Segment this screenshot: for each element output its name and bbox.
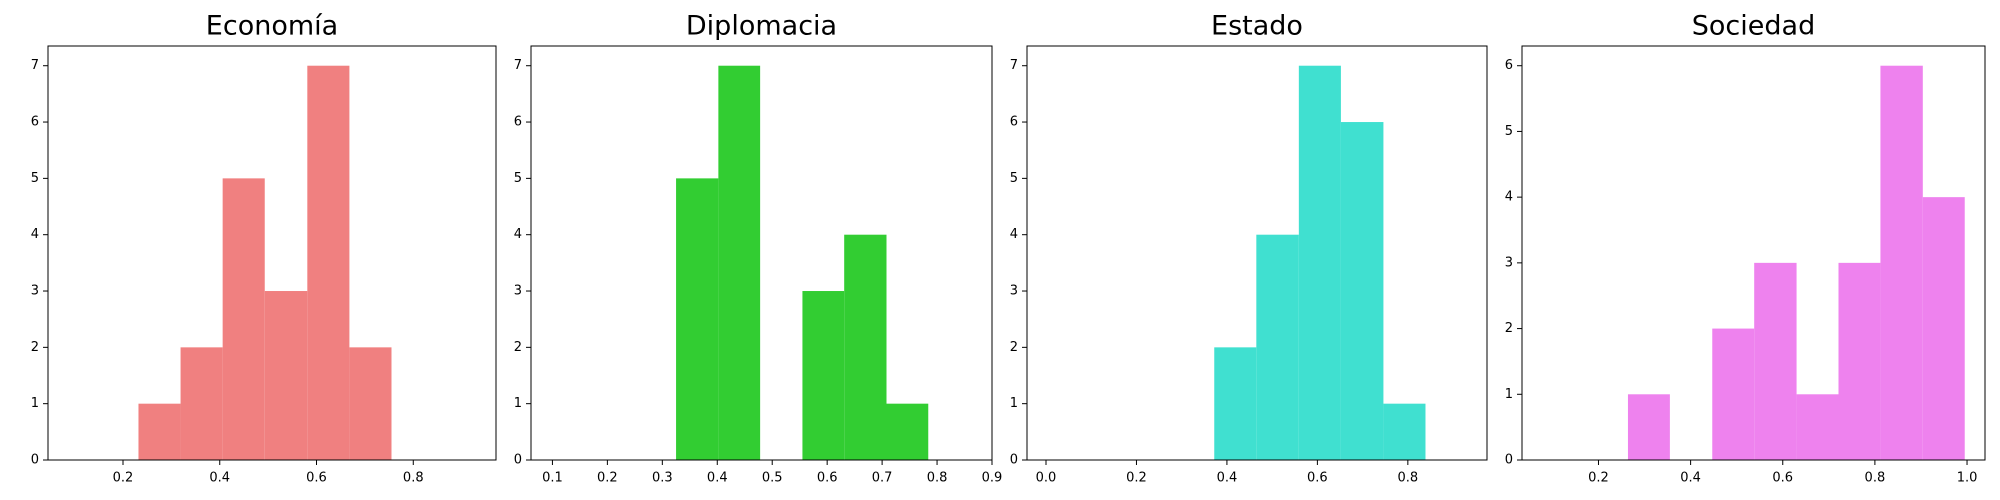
x-tick-label: 0.2 [597,471,618,486]
axes-frame [1026,45,1488,461]
axes-frame [1521,45,1986,461]
bar [349,347,392,460]
bar [1383,403,1426,460]
y-tick-label: 2 [1010,340,1018,355]
chart-title: Diplomacia [686,11,837,42]
bar [1340,122,1384,460]
x-tick-label: 0.8 [1398,471,1419,486]
bar [802,291,845,460]
chart-title: Estado [1211,11,1303,42]
x-tick-label: 0.7 [872,471,893,486]
x-tick-label: 1.0 [1957,471,1978,486]
y-tick-label: 0 [31,453,39,468]
bar [1796,394,1839,460]
bar [1256,234,1299,460]
x-tick-label: 0.8 [927,471,948,486]
chart-title: Economía [206,11,338,42]
x-tick-label: 0.4 [1680,471,1701,486]
bar [1214,347,1257,460]
y-tick-label: 0 [1010,453,1018,468]
y-tick-label: 5 [514,171,522,186]
y-tick-label: 7 [1010,58,1018,73]
bar [1838,262,1881,460]
x-tick-label: 0.8 [1865,471,1886,486]
y-tick-label: 5 [1010,171,1018,186]
x-tick-label: 0.6 [306,471,327,486]
x-tick-label: 0.3 [652,471,673,486]
axes-frame [47,45,497,461]
chart-title: Sociedad [1692,11,1815,42]
bar [676,178,719,460]
x-tick-label: 0.4 [1217,471,1238,486]
bar [180,347,223,460]
x-tick-label: 0.6 [817,471,838,486]
x-tick-label: 0.6 [1772,471,1793,486]
bar [1754,262,1797,460]
y-tick-label: 6 [1505,58,1513,73]
x-tick-label: 0.4 [209,471,230,486]
bar [222,178,265,460]
y-tick-label: 7 [514,58,522,73]
y-tick-label: 6 [31,115,39,130]
y-tick-label: 2 [31,340,39,355]
y-tick-label: 3 [514,284,522,299]
x-tick-label: 0.1 [542,471,563,486]
y-tick-label: 1 [1505,387,1513,402]
x-tick-label: 0.8 [403,471,424,486]
y-tick-label: 6 [1010,115,1018,130]
axes-frame [530,45,993,461]
y-tick-label: 1 [1010,396,1018,411]
y-tick-label: 4 [1505,190,1513,205]
x-tick-label: 0.2 [113,471,134,486]
x-tick-label: 0.4 [707,471,728,486]
bar [138,403,181,460]
y-tick-label: 3 [1505,255,1513,270]
y-tick-label: 6 [514,115,522,130]
bar [886,403,929,460]
x-tick-label: 0.6 [1307,471,1328,486]
y-tick-label: 3 [1010,284,1018,299]
bar [1712,328,1755,460]
y-tick-label: 5 [1505,124,1513,139]
x-tick-label: 0.5 [762,471,783,486]
y-tick-label: 0 [1505,453,1513,468]
y-tick-label: 2 [1505,321,1513,336]
y-tick-label: 1 [31,396,39,411]
bar [264,291,308,460]
y-tick-label: 4 [31,227,39,242]
y-tick-label: 4 [514,227,522,242]
bar [844,234,887,460]
bar [1627,394,1670,460]
bar [307,65,350,460]
x-tick-label: 0.2 [1588,471,1609,486]
y-tick-label: 1 [514,396,522,411]
bar [1922,197,1965,460]
y-tick-label: 3 [31,284,39,299]
x-tick-label: 0.0 [1036,471,1057,486]
x-tick-label: 0.9 [982,471,1003,486]
bar [1298,65,1341,460]
y-tick-label: 5 [31,171,39,186]
y-tick-label: 0 [514,453,522,468]
bar [718,65,761,460]
y-tick-label: 4 [1010,227,1018,242]
y-tick-label: 2 [514,340,522,355]
bar [1880,65,1923,460]
y-tick-label: 7 [31,58,39,73]
x-tick-label: 0.2 [1126,471,1147,486]
